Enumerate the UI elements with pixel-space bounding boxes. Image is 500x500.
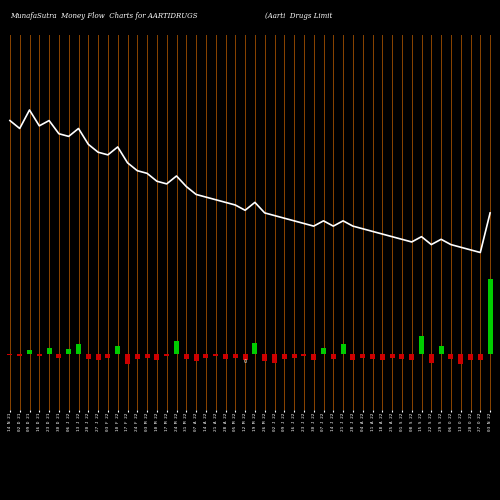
Bar [448,354,454,359]
Bar [46,348,52,354]
Bar [76,344,81,354]
Bar [390,354,394,358]
Bar [370,354,375,359]
Bar [27,350,32,354]
Bar [233,354,238,358]
Bar [400,354,404,359]
Bar [17,354,22,356]
Bar [380,354,385,360]
Bar [302,354,306,356]
Bar [468,354,473,360]
Bar [204,354,208,358]
Bar [419,336,424,354]
Bar [154,354,160,360]
Bar [331,354,336,359]
Bar [164,354,169,356]
Bar [8,354,12,355]
Bar [194,354,198,361]
Bar [488,279,492,354]
Bar [340,344,345,354]
Bar [458,354,463,364]
Bar [96,354,100,360]
Bar [37,354,42,356]
Bar [429,354,434,362]
Bar [144,354,150,358]
Text: (Aarti  Drugs Limit: (Aarti Drugs Limit [265,12,332,20]
Bar [478,354,483,360]
Bar [106,354,110,358]
Bar [350,354,356,360]
Bar [214,354,218,356]
Bar [282,354,287,359]
Bar [184,354,189,359]
Text: 0: 0 [244,360,246,364]
Text: MunafaSutra  Money Flow  Charts for AARTIDRUGS: MunafaSutra Money Flow Charts for AARTID… [10,12,198,20]
Bar [321,348,326,354]
Bar [438,346,444,354]
Bar [56,354,62,358]
Bar [252,342,258,354]
Bar [174,341,179,354]
Bar [272,354,277,362]
Bar [292,354,296,358]
Bar [360,354,365,358]
Bar [242,354,248,360]
Bar [135,354,140,359]
Bar [262,354,267,361]
Bar [311,354,316,360]
Bar [409,354,414,360]
Bar [125,354,130,364]
Bar [116,346,120,354]
Bar [66,349,71,354]
Bar [223,354,228,359]
Bar [86,354,91,359]
